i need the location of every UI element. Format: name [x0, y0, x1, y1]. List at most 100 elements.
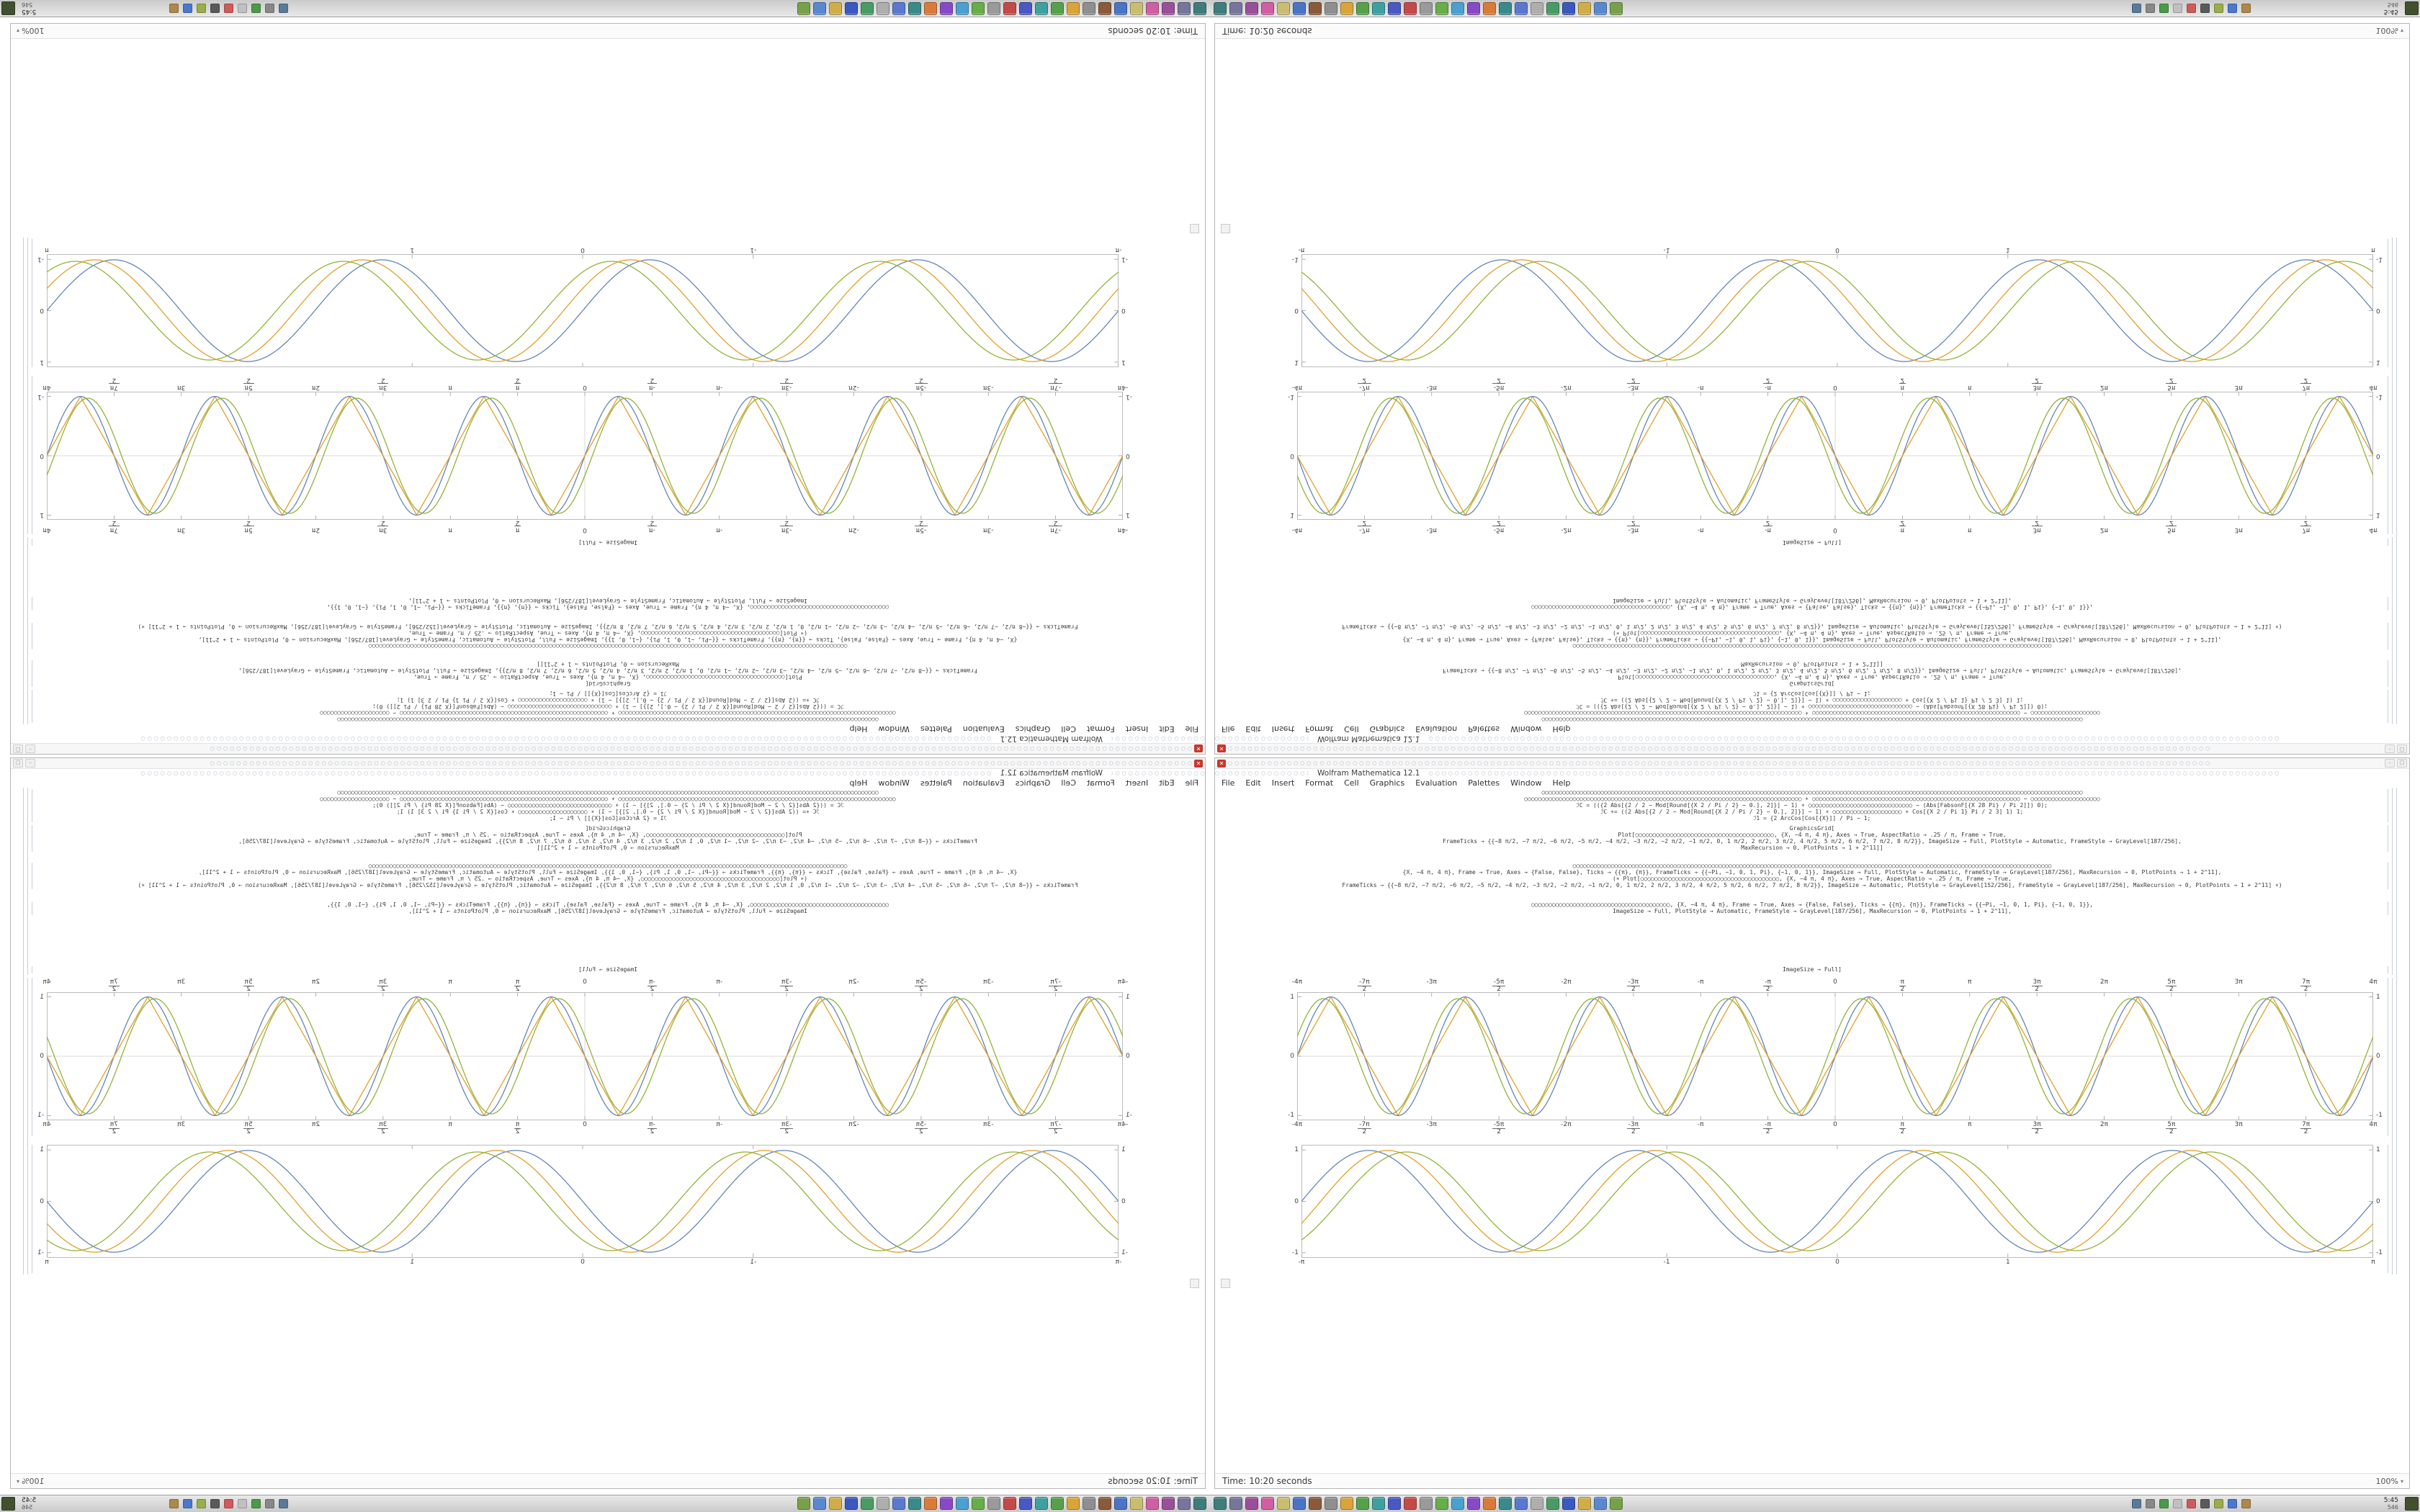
- menu-graphics[interactable]: Graphics: [1369, 778, 1405, 788]
- menu-format[interactable]: Format: [1086, 724, 1115, 734]
- code-line[interactable]: ImageSize → Full]: [1783, 966, 1842, 973]
- launcher-icon-1[interactable]: [1193, 2, 1206, 15]
- tray-icon-4[interactable]: [238, 1499, 247, 1508]
- menu-graphics[interactable]: Graphics: [1015, 778, 1051, 788]
- launcher-icon-8[interactable]: [1325, 1497, 1337, 1510]
- launcher-icon-8[interactable]: [1083, 1497, 1095, 1510]
- code-line[interactable]: ○○○○○○○○○○○○○○○○○○○○○○○○○○○○○○○○○○○○○○○○…: [1541, 716, 2083, 723]
- launcher-icon-23[interactable]: [1562, 1497, 1575, 1510]
- code-line[interactable]: GraphicsGrid[: [1789, 680, 1835, 687]
- launcher-icon-3[interactable]: [1162, 2, 1175, 15]
- launcher-icon-16[interactable]: [956, 2, 969, 15]
- code-line[interactable]: ℐC = (({2 Abs[{2 / 2 − Mod[Round[{X 2 / …: [1577, 703, 2048, 710]
- launcher-icon-24[interactable]: [1578, 1497, 1591, 1510]
- launcher-icon-4[interactable]: [1146, 2, 1159, 15]
- launcher-icon-19[interactable]: [908, 2, 921, 15]
- launcher-icon-20[interactable]: [892, 2, 905, 15]
- cell-insert-button[interactable]: [1190, 224, 1199, 233]
- close-button[interactable]: ✕: [1194, 759, 1203, 768]
- code-line[interactable]: (∗ Plot[○○○○○○○○○○○○○○○○○○○○○○○○○○○○○○○○…: [1613, 876, 2012, 882]
- code-line[interactable]: ○○○○○○○○○○○○○○○○○○○○○○○○○○○○○○○○○○○○○○○○…: [1524, 796, 2100, 802]
- launcher-icon-7[interactable]: [1309, 1497, 1322, 1510]
- menu-palettes[interactable]: Palettes: [920, 724, 952, 734]
- code-line[interactable]: ○○○○○○○○○○○○○○○○○○○○○○○○○○○○○○○○○○○○○○○○…: [337, 789, 879, 796]
- menu-cell[interactable]: Cell: [1344, 778, 1359, 788]
- launcher-icon-25[interactable]: [813, 2, 826, 15]
- cell-bracket[interactable]: [2396, 238, 2397, 724]
- launcher-icon-3[interactable]: [1162, 1497, 1175, 1510]
- launcher-icon-19[interactable]: [1499, 2, 1512, 15]
- menu-insert[interactable]: Insert: [1125, 724, 1149, 734]
- launcher-icon-8[interactable]: [1325, 2, 1337, 15]
- menu-graphics[interactable]: Graphics: [1015, 724, 1051, 734]
- menu-insert[interactable]: Insert: [1125, 778, 1149, 788]
- tray-icon-2[interactable]: [265, 4, 274, 13]
- code-line[interactable]: ℐC ∗= ((2 Abs[{2 / 2 − Mod[Round[{X 2 / …: [1600, 809, 2024, 815]
- launcher-icon-1[interactable]: [1193, 1497, 1206, 1510]
- launcher-icon-17[interactable]: [940, 1497, 953, 1510]
- launcher-icon-18[interactable]: [1483, 1497, 1496, 1510]
- launcher-icon-22[interactable]: [1546, 1497, 1559, 1510]
- cell-bracket[interactable]: [2392, 537, 2393, 724]
- tray-icon-9[interactable]: [2241, 4, 2251, 13]
- tray-icon-8[interactable]: [183, 4, 192, 13]
- cell-bracket[interactable]: [2392, 238, 2393, 534]
- launcher-icon-14[interactable]: [1420, 1497, 1433, 1510]
- launcher-icon-15[interactable]: [1435, 2, 1448, 15]
- minimize-button[interactable]: –: [2385, 744, 2395, 753]
- launcher-icon-21[interactable]: [877, 2, 889, 15]
- launcher-icon-24[interactable]: [829, 1497, 842, 1510]
- launcher-icon-18[interactable]: [1483, 2, 1496, 15]
- cell-insert-button[interactable]: [1221, 1279, 1230, 1288]
- launcher-icon-19[interactable]: [1499, 1497, 1512, 1510]
- cell-bracket[interactable]: [2396, 788, 2397, 1274]
- tray-icon-5[interactable]: [224, 1499, 233, 1508]
- tray-icon-7[interactable]: [2214, 1499, 2223, 1508]
- launcher-icon-2[interactable]: [1178, 2, 1191, 15]
- code-line[interactable]: ○○○○○○○○○○○○○○○○○○○○○○○○○○○○○○○○○○○○○○○○…: [368, 863, 848, 869]
- tray-icon-3[interactable]: [251, 4, 261, 13]
- launcher-icon-12[interactable]: [1388, 1497, 1401, 1510]
- launcher-icon-19[interactable]: [908, 1497, 921, 1510]
- launcher-icon-4[interactable]: [1261, 2, 1274, 15]
- code-line[interactable]: {X, −4 π, 4 π}, Frame → True, Axes → {Fa…: [198, 636, 1018, 643]
- tray-icon-8[interactable]: [183, 1499, 192, 1508]
- launcher-icon-2[interactable]: [1178, 1497, 1191, 1510]
- launcher-icon-7[interactable]: [1309, 2, 1322, 15]
- code-line[interactable]: ImageSize → Full, PlotStyle → Automatic,…: [408, 598, 807, 604]
- maximize-button[interactable]: ▢: [2397, 744, 2407, 753]
- tray-icon-1[interactable]: [2132, 1499, 2141, 1508]
- menu-file[interactable]: File: [1185, 724, 1198, 734]
- launcher-icon-7[interactable]: [1098, 1497, 1111, 1510]
- launcher-icon-5[interactable]: [1130, 2, 1143, 15]
- menu-file[interactable]: File: [1222, 724, 1235, 734]
- launcher-icon-10[interactable]: [1051, 1497, 1064, 1510]
- launcher-icon-25[interactable]: [1594, 2, 1607, 15]
- launcher-icon-25[interactable]: [1594, 1497, 1607, 1510]
- launcher-icon-23[interactable]: [1562, 2, 1575, 15]
- tray-icon-7[interactable]: [197, 1499, 206, 1508]
- code-line[interactable]: ○○○○○○○○○○○○○○○○○○○○○○○○○○○○○○○○○○○○○○○○…: [1541, 789, 2083, 796]
- code-line[interactable]: {X, −4 π, 4 π}, Frame → True, Axes → {Fa…: [1402, 869, 2222, 876]
- menu-format[interactable]: Format: [1305, 724, 1334, 734]
- show-desktop-button[interactable]: [1, 1497, 15, 1511]
- launcher-icon-9[interactable]: [1067, 1497, 1080, 1510]
- magnification-value[interactable]: 100%: [2375, 26, 2398, 36]
- launcher-icon-6[interactable]: [1293, 2, 1306, 15]
- tray-icon-7[interactable]: [197, 4, 206, 13]
- code-line[interactable]: FrameTicks → {{−8 π/2, −7 π/2, −6 π/2, −…: [238, 838, 977, 845]
- cell-insert-button[interactable]: [1221, 224, 1230, 233]
- code-line[interactable]: FrameTicks → {{−8 π/2, −7 π/2, −6 π/2, −…: [1443, 667, 2182, 674]
- launcher-icon-7[interactable]: [1098, 2, 1111, 15]
- launcher-icon-21[interactable]: [1531, 1497, 1543, 1510]
- launcher-icon-18[interactable]: [924, 1497, 937, 1510]
- launcher-icon-20[interactable]: [1515, 2, 1528, 15]
- code-line[interactable]: MaxRecursion → 0, PlotPoints → 1 + 2^11]…: [537, 845, 679, 851]
- magnification-value[interactable]: 100%: [22, 26, 45, 36]
- code-line[interactable]: ImageSize → Full, PlotStyle → Automatic,…: [1613, 598, 2012, 604]
- tray-icon-1[interactable]: [279, 4, 288, 13]
- code-line[interactable]: (∗ Plot[○○○○○○○○○○○○○○○○○○○○○○○○○○○○○○○○…: [1613, 630, 2012, 636]
- launcher-icon-23[interactable]: [845, 2, 858, 15]
- launcher-icon-9[interactable]: [1340, 1497, 1353, 1510]
- launcher-icon-12[interactable]: [1388, 2, 1401, 15]
